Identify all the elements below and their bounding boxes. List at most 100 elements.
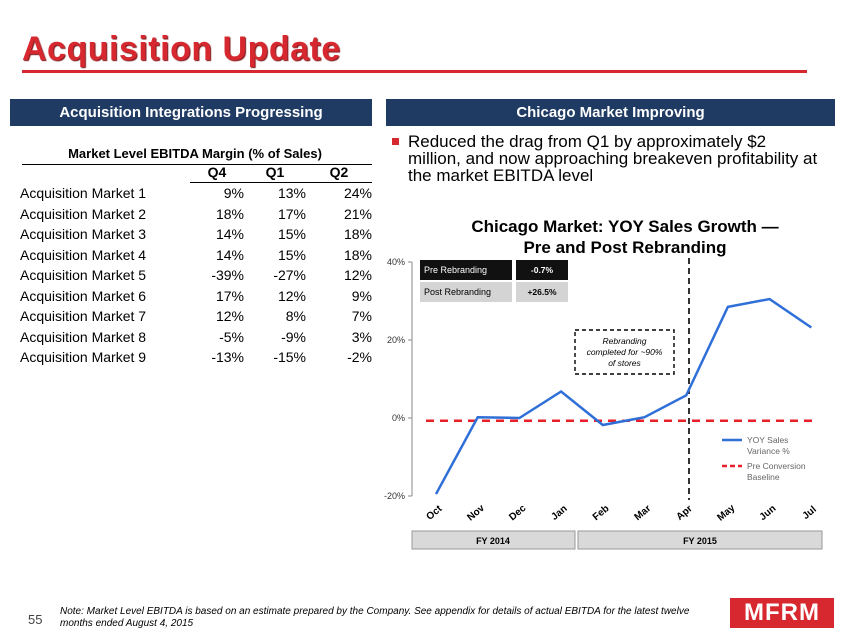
bullet-text: Reduced the drag from Q1 by approximatel… bbox=[408, 132, 818, 185]
x-tick-label: Jul bbox=[801, 504, 819, 522]
margin-cell-q1: 15% bbox=[277, 226, 306, 243]
left-panel-heading: Acquisition Integrations Progressing bbox=[10, 99, 372, 126]
market-name-cell: Acquisition Market 1 bbox=[20, 185, 147, 201]
margin-cell-q2: 18% bbox=[343, 226, 372, 243]
x-tick-label: Jun bbox=[758, 503, 779, 523]
margin-cell-q2: 9% bbox=[351, 287, 372, 304]
margin-cell-q1: 13% bbox=[277, 185, 306, 202]
mfrm-logo: MFRM bbox=[730, 598, 834, 628]
summary-label: Pre Rebranding bbox=[424, 265, 487, 275]
ebitda-margin-table: Q4 Q1 Q2 Acquisition Market 1 9% 13% 24% Acq… bbox=[10, 162, 372, 368]
footnote: Note: Market Level EBITDA is based on an… bbox=[60, 606, 690, 629]
y-tick-label: 0% bbox=[392, 413, 405, 423]
margin-cell-q4: 12% bbox=[215, 308, 244, 325]
margin-cell-q4: -5% bbox=[219, 328, 244, 345]
margin-cell-q4: 14% bbox=[215, 226, 244, 243]
annotation-text: completed for ~90% bbox=[587, 347, 663, 357]
margin-cell-q2: 7% bbox=[351, 308, 372, 325]
margin-cell-q4: 18% bbox=[215, 205, 244, 222]
legend-label-yoy: YOY Sales bbox=[747, 435, 788, 445]
chart-title: Chicago Market: YOY Sales Growth — Pre a… bbox=[430, 216, 820, 258]
table-row: Acquisition Market 5 -39% -27% 12% bbox=[10, 265, 372, 286]
margin-cell-q1: -9% bbox=[281, 328, 306, 345]
x-tick-label: Oct bbox=[424, 503, 444, 523]
right-panel-heading: Chicago Market Improving bbox=[386, 99, 835, 126]
y-tick-label: -20% bbox=[384, 491, 405, 501]
summary-value: +26.5% bbox=[527, 287, 557, 297]
x-tick-label: Mar bbox=[633, 503, 654, 523]
legend-label-yoy: Variance % bbox=[747, 446, 790, 456]
margin-cell-q1: 15% bbox=[277, 246, 306, 263]
chart-title-line-1: Chicago Market: YOY Sales Growth — bbox=[471, 217, 779, 236]
legend-label-baseline: Pre Conversion bbox=[747, 461, 806, 471]
margin-cell-q2: 18% bbox=[343, 246, 372, 263]
market-name-cell: Acquisition Market 8 bbox=[20, 328, 147, 345]
bullet-point: Reduced the drag from Q1 by approximatel… bbox=[392, 133, 822, 184]
table-row: Acquisition Market 9 -13% -15% -2% bbox=[10, 347, 372, 368]
column-header-q2: Q2 bbox=[306, 162, 372, 183]
table-row: Acquisition Market 7 12% 8% 7% bbox=[10, 306, 372, 327]
summary-label-cell bbox=[420, 282, 512, 302]
margin-cell-q1: 17% bbox=[277, 205, 306, 222]
margin-cell-q1: -27% bbox=[273, 267, 306, 284]
market-name-cell: Acquisition Market 4 bbox=[20, 246, 147, 263]
chart-title-line-2: Pre and Post Rebranding bbox=[523, 238, 727, 257]
margin-cell-q4: 17% bbox=[215, 287, 244, 304]
fy2015-band bbox=[577, 530, 823, 550]
fy2014-label: FY 2014 bbox=[476, 536, 510, 546]
summary-label: Post Rebranding bbox=[424, 287, 491, 297]
table-row: Acquisition Market 8 -5% -9% 3% bbox=[10, 327, 372, 348]
y-tick-label: 40% bbox=[387, 257, 405, 267]
market-name-cell: Acquisition Market 2 bbox=[20, 205, 147, 222]
summary-label-cell bbox=[420, 260, 512, 280]
annotation-box bbox=[574, 329, 675, 375]
x-tick-label: Feb bbox=[591, 503, 612, 523]
margin-cell-q1: 8% bbox=[285, 308, 306, 325]
title-underline bbox=[22, 70, 807, 73]
page-number: 55 bbox=[28, 612, 43, 627]
table-header-row: Q4 Q1 Q2 bbox=[10, 162, 372, 183]
page-title: Acquisition Update bbox=[22, 30, 341, 68]
x-tick-label: Jan bbox=[549, 503, 569, 523]
fy2015-label: FY 2015 bbox=[683, 536, 717, 546]
market-name-cell: Acquisition Market 9 bbox=[20, 349, 147, 366]
market-name-cell: Acquisition Market 7 bbox=[20, 308, 147, 325]
table-row: Acquisition Market 1 9% 13% 24% bbox=[10, 183, 372, 204]
table-row: Acquisition Market 4 14% 15% 18% bbox=[10, 245, 372, 266]
yoy-sales-series-line bbox=[434, 297, 813, 495]
y-tick-label: 20% bbox=[387, 335, 405, 345]
legend-label-baseline: Baseline bbox=[747, 472, 780, 482]
margin-cell-q2: 12% bbox=[343, 267, 372, 284]
annotation-text: of stores bbox=[608, 358, 641, 368]
margin-cell-q2: -2% bbox=[347, 349, 372, 366]
margin-cell-q4: 9% bbox=[223, 185, 244, 202]
market-name-cell: Acquisition Market 5 bbox=[20, 267, 147, 284]
fy2014-band bbox=[411, 530, 576, 550]
market-name-cell: Acquisition Market 6 bbox=[20, 287, 147, 304]
table-row: Acquisition Market 2 18% 17% 21% bbox=[10, 204, 372, 225]
x-tick-label: Apr bbox=[674, 503, 694, 523]
annotation-text: Rebranding bbox=[603, 336, 647, 346]
margin-cell-q4: -39% bbox=[211, 267, 244, 284]
market-name-cell: Acquisition Market 3 bbox=[20, 226, 147, 243]
summary-value-cell bbox=[516, 260, 568, 280]
margin-cell-q1: 12% bbox=[277, 287, 306, 304]
x-tick-label: Nov bbox=[465, 503, 487, 524]
column-header-q1: Q1 bbox=[244, 162, 306, 183]
summary-value-cell bbox=[516, 282, 568, 302]
table-body: Acquisition Market 1 9% 13% 24% Acquisition … bbox=[10, 183, 372, 368]
x-tick-label: May bbox=[715, 502, 737, 523]
table-row: Acquisition Market 3 14% 15% 18% bbox=[10, 224, 372, 245]
margin-cell-q2: 21% bbox=[343, 205, 372, 222]
square-bullet-icon bbox=[392, 138, 399, 145]
margin-cell-q2: 3% bbox=[351, 328, 372, 345]
table-row: Acquisition Market 6 17% 12% 9% bbox=[10, 286, 372, 307]
margin-cell-q2: 24% bbox=[343, 185, 372, 202]
margin-cell-q4: -13% bbox=[211, 349, 244, 366]
summary-value: -0.7% bbox=[531, 265, 554, 275]
column-header-q4: Q4 bbox=[190, 162, 244, 183]
margin-cell-q4: 14% bbox=[215, 246, 244, 263]
x-tick-label: Dec bbox=[507, 503, 528, 524]
margin-cell-q1: -15% bbox=[273, 349, 306, 366]
